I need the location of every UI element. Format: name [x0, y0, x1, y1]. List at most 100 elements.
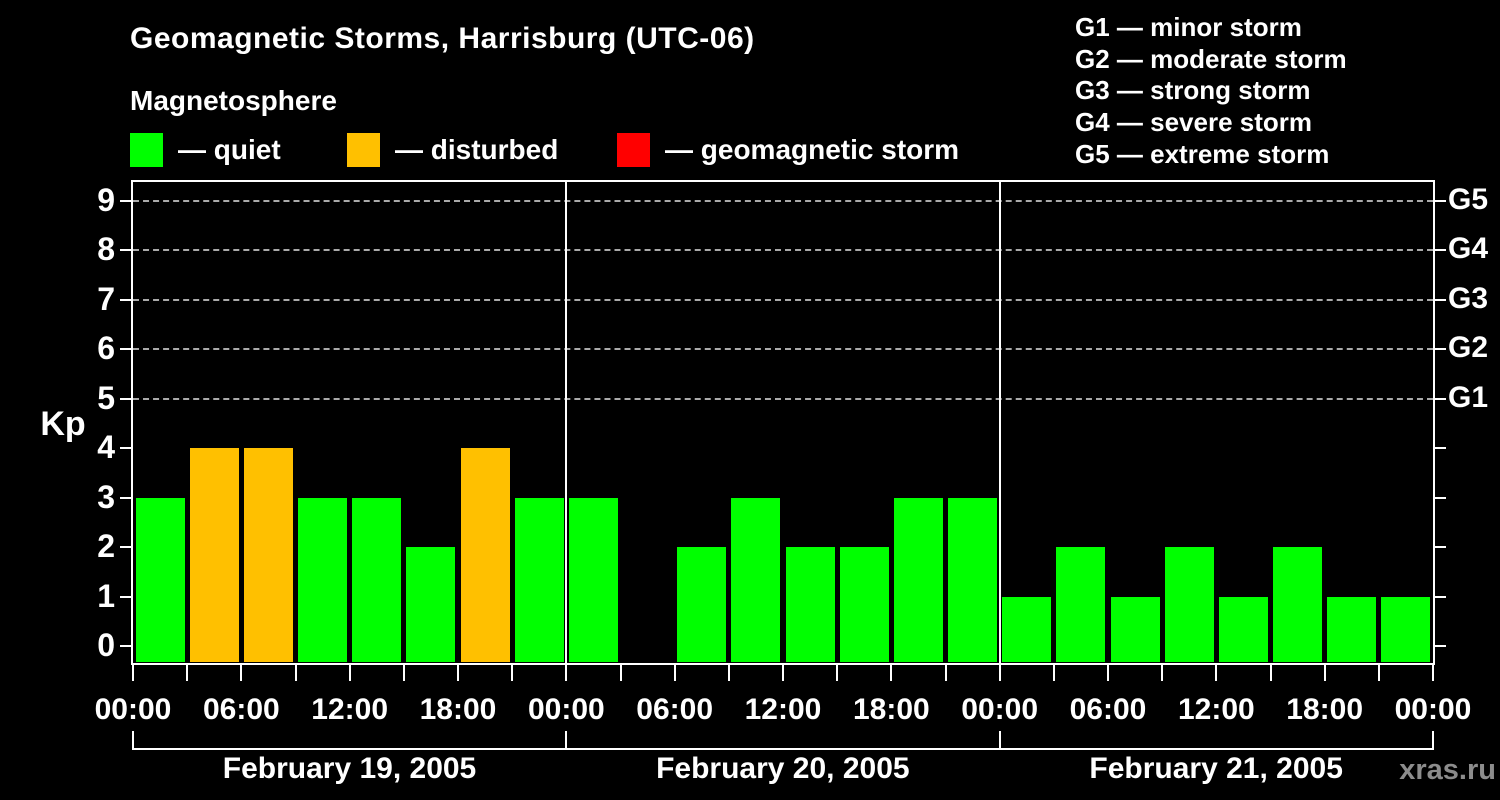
y-tick-label: 8 — [97, 231, 115, 267]
x-axis-tick — [348, 663, 351, 681]
x-tick-label: 06:00 — [636, 693, 714, 726]
x-tick-label: 00:00 — [961, 693, 1039, 726]
day-divider — [998, 182, 1001, 663]
x-axis-tick — [132, 663, 134, 681]
y-axis-tick — [120, 348, 133, 350]
y-tick-label: 6 — [97, 330, 115, 366]
y-axis-tick-right — [1433, 348, 1446, 350]
kp-bar — [298, 497, 348, 662]
x-axis-tick — [727, 663, 730, 681]
g5-legend-row: G5 — extreme storm — [1075, 138, 1330, 169]
x-tick-label: 18:00 — [1286, 693, 1364, 726]
kp-bar — [1164, 547, 1214, 662]
kp-bar — [135, 497, 185, 662]
kp-bar — [460, 448, 510, 662]
quiet-swatch-icon — [130, 133, 163, 167]
legend-label-quiet: — quiet — [178, 134, 281, 165]
x-axis-tick — [294, 663, 297, 681]
right-axis-label-g5: G5 — [1448, 182, 1489, 216]
x-tick-label: 12:00 — [311, 693, 389, 726]
g3-legend-row: G3 — strong storm — [1075, 75, 1311, 106]
y-axis-tick-right — [1433, 397, 1446, 400]
kp-bar — [406, 547, 456, 662]
kp-bar — [514, 497, 564, 662]
right-axis-label-g2: G2 — [1448, 331, 1489, 364]
x-tick-label: 00:00 — [527, 693, 605, 726]
y-axis-tick-right — [1433, 496, 1446, 499]
x-axis-tick — [1323, 663, 1326, 681]
x-tick-label: 18:00 — [852, 693, 930, 726]
right-axis-label-g3: G3 — [1448, 281, 1489, 315]
x-axis-tick — [1161, 663, 1164, 681]
kp-bar — [1056, 547, 1106, 662]
y-axis-tick-right — [1433, 645, 1446, 647]
chart-title: Geomagnetic Storms, Harrisburg (UTC-06) — [130, 22, 755, 55]
x-axis-tick — [673, 663, 676, 681]
x-axis-tick — [565, 663, 568, 681]
kp-bar — [948, 497, 998, 662]
storm-swatch-icon — [617, 133, 650, 167]
kp-bar — [243, 448, 293, 662]
y-axis-tick — [120, 595, 133, 598]
kp-bar — [1002, 596, 1052, 662]
legend-label-disturbed: — disturbed — [395, 134, 559, 165]
x-tick-label: 00:00 — [94, 693, 172, 726]
day-date-label: February 19, 2005 — [222, 752, 477, 785]
x-axis-tick — [457, 663, 459, 681]
y-axis-label: Kp — [40, 404, 86, 443]
x-axis-tick — [1215, 663, 1218, 681]
day-bracket-tick — [132, 731, 134, 750]
x-axis-tick — [1107, 663, 1109, 681]
g-scale-legend: G1 — minor storm G2 — moderate storm G3 … — [1075, 12, 1347, 171]
y-axis-tick-right — [1433, 546, 1446, 548]
chart-subtitle: Magnetosphere — [130, 85, 337, 116]
kp-bar — [568, 497, 618, 662]
x-tick-label: 12:00 — [1177, 693, 1255, 726]
x-axis-tick — [944, 663, 947, 681]
x-axis-tick — [240, 663, 243, 681]
y-axis-tick — [120, 447, 133, 449]
gridline-kp7 — [133, 298, 1433, 301]
day-date-label: February 21, 2005 — [1089, 752, 1343, 785]
legend-item-disturbed: — disturbed — [347, 133, 558, 167]
y-tick-label: 2 — [97, 528, 115, 564]
gridline-kp8 — [133, 249, 1433, 251]
gridline-kp6 — [133, 348, 1433, 350]
kp-bar — [352, 497, 402, 662]
day-date-label: February 20, 2005 — [656, 752, 910, 785]
day-bracket-tick — [998, 731, 1001, 750]
x-axis-tick — [1269, 663, 1272, 681]
legend-label-geomagnetic-storm: — geomagnetic storm — [665, 134, 960, 165]
legend-item-geomagnetic-storm: — geomagnetic storm — [617, 133, 959, 167]
watermark: xras.ru — [1399, 754, 1496, 786]
y-axis-tick — [120, 645, 133, 647]
x-tick-label: 00:00 — [1394, 693, 1472, 726]
x-axis-tick — [402, 663, 405, 681]
x-axis-tick — [1432, 663, 1434, 681]
kp-bar — [839, 547, 889, 662]
y-axis-tick — [120, 546, 133, 548]
kp-bar — [1273, 547, 1323, 662]
y-axis-tick — [120, 199, 133, 202]
x-axis-tick — [1052, 663, 1055, 681]
right-axis-label-g4: G4 — [1448, 232, 1489, 265]
gridline-kp5 — [133, 397, 1433, 400]
legend-item-quiet: — quiet — [130, 133, 281, 167]
y-axis-tick-right — [1433, 199, 1446, 202]
kp-bar — [1110, 596, 1160, 662]
day-bracket-tick — [565, 731, 568, 750]
y-tick-label: 0 — [97, 627, 115, 663]
x-axis-tick — [1377, 663, 1380, 681]
x-axis-tick — [782, 663, 784, 681]
y-axis-tick-right — [1433, 298, 1446, 301]
kp-bar — [1381, 596, 1431, 662]
y-axis-tick — [120, 249, 133, 251]
x-tick-label: 12:00 — [744, 693, 822, 726]
g4-legend-row: G4 — severe storm — [1075, 107, 1313, 138]
x-tick-label: 06:00 — [202, 693, 280, 726]
y-axis-tick — [120, 496, 133, 499]
x-axis-tick — [186, 663, 189, 681]
y-tick-label: 5 — [97, 379, 115, 416]
x-axis-tick — [511, 663, 514, 681]
